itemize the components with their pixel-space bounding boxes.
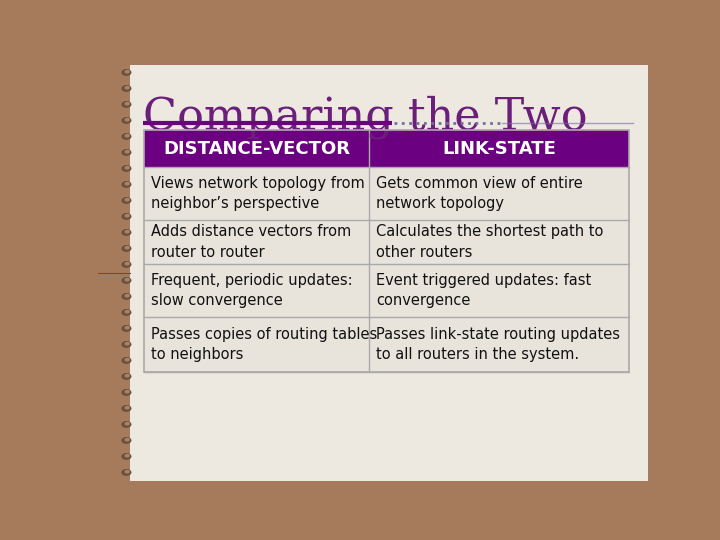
Ellipse shape [122,389,132,396]
Bar [144,264,369,316]
Ellipse shape [125,326,130,329]
Ellipse shape [122,165,132,172]
Ellipse shape [122,149,132,156]
Ellipse shape [122,437,132,444]
Ellipse shape [125,278,130,282]
Ellipse shape [122,133,132,140]
Ellipse shape [122,197,132,204]
Ellipse shape [125,246,130,249]
Ellipse shape [122,325,132,332]
Ellipse shape [125,214,130,218]
Bar [144,316,369,372]
Bar [144,167,369,220]
Bar [144,130,369,167]
Ellipse shape [122,309,132,316]
Text: Frequent, periodic updates:
slow convergence: Frequent, periodic updates: slow converg… [151,273,353,308]
Ellipse shape [122,261,132,268]
Ellipse shape [122,277,132,284]
Ellipse shape [125,454,130,457]
Ellipse shape [122,469,132,476]
Ellipse shape [125,230,130,234]
Bar [144,220,369,264]
Text: Passes link-state routing updates
to all routers in the system.: Passes link-state routing updates to all… [376,327,620,362]
Text: Comparing the Two: Comparing the Two [143,96,588,139]
Text: Event triggered updates: fast
convergence: Event triggered updates: fast convergenc… [376,273,591,308]
Ellipse shape [122,69,132,76]
Bar [369,130,629,167]
Ellipse shape [125,182,130,186]
Ellipse shape [125,374,130,377]
Bar [369,220,629,264]
Ellipse shape [122,357,132,364]
Ellipse shape [122,453,132,460]
Ellipse shape [125,150,130,154]
Ellipse shape [125,134,130,138]
Ellipse shape [122,421,132,428]
Ellipse shape [122,293,132,300]
Ellipse shape [125,198,130,201]
Text: Passes copies of routing tables
to neighbors: Passes copies of routing tables to neigh… [151,327,377,362]
Text: LINK-STATE: LINK-STATE [442,140,556,158]
Ellipse shape [125,406,130,410]
Text: DISTANCE-VECTOR: DISTANCE-VECTOR [163,140,350,158]
Ellipse shape [125,310,130,314]
Ellipse shape [122,85,132,92]
Ellipse shape [122,373,132,380]
Ellipse shape [122,101,132,108]
Ellipse shape [125,102,130,106]
Ellipse shape [125,422,130,426]
Bar [369,264,629,316]
Ellipse shape [122,213,132,220]
Ellipse shape [122,405,132,412]
Ellipse shape [122,117,132,124]
Bar [369,316,629,372]
Text: Calculates the shortest path to
other routers: Calculates the shortest path to other ro… [376,224,603,260]
Text: Views network topology from
neighbor’s perspective: Views network topology from neighbor’s p… [151,176,365,211]
Ellipse shape [122,341,132,348]
Text: Adds distance vectors from
router to router: Adds distance vectors from router to rou… [151,224,351,260]
Ellipse shape [125,390,130,394]
Ellipse shape [125,358,130,362]
Ellipse shape [125,342,130,346]
Ellipse shape [125,118,130,122]
Text: Gets common view of entire
network topology: Gets common view of entire network topol… [376,176,582,211]
Ellipse shape [125,70,130,73]
Ellipse shape [125,294,130,298]
Ellipse shape [125,438,130,442]
Ellipse shape [125,470,130,474]
Ellipse shape [125,262,130,266]
Ellipse shape [125,166,130,170]
Bar [144,130,629,372]
Ellipse shape [122,181,132,188]
Bar [369,167,629,220]
Ellipse shape [122,245,132,252]
Ellipse shape [125,86,130,90]
Ellipse shape [122,229,132,236]
